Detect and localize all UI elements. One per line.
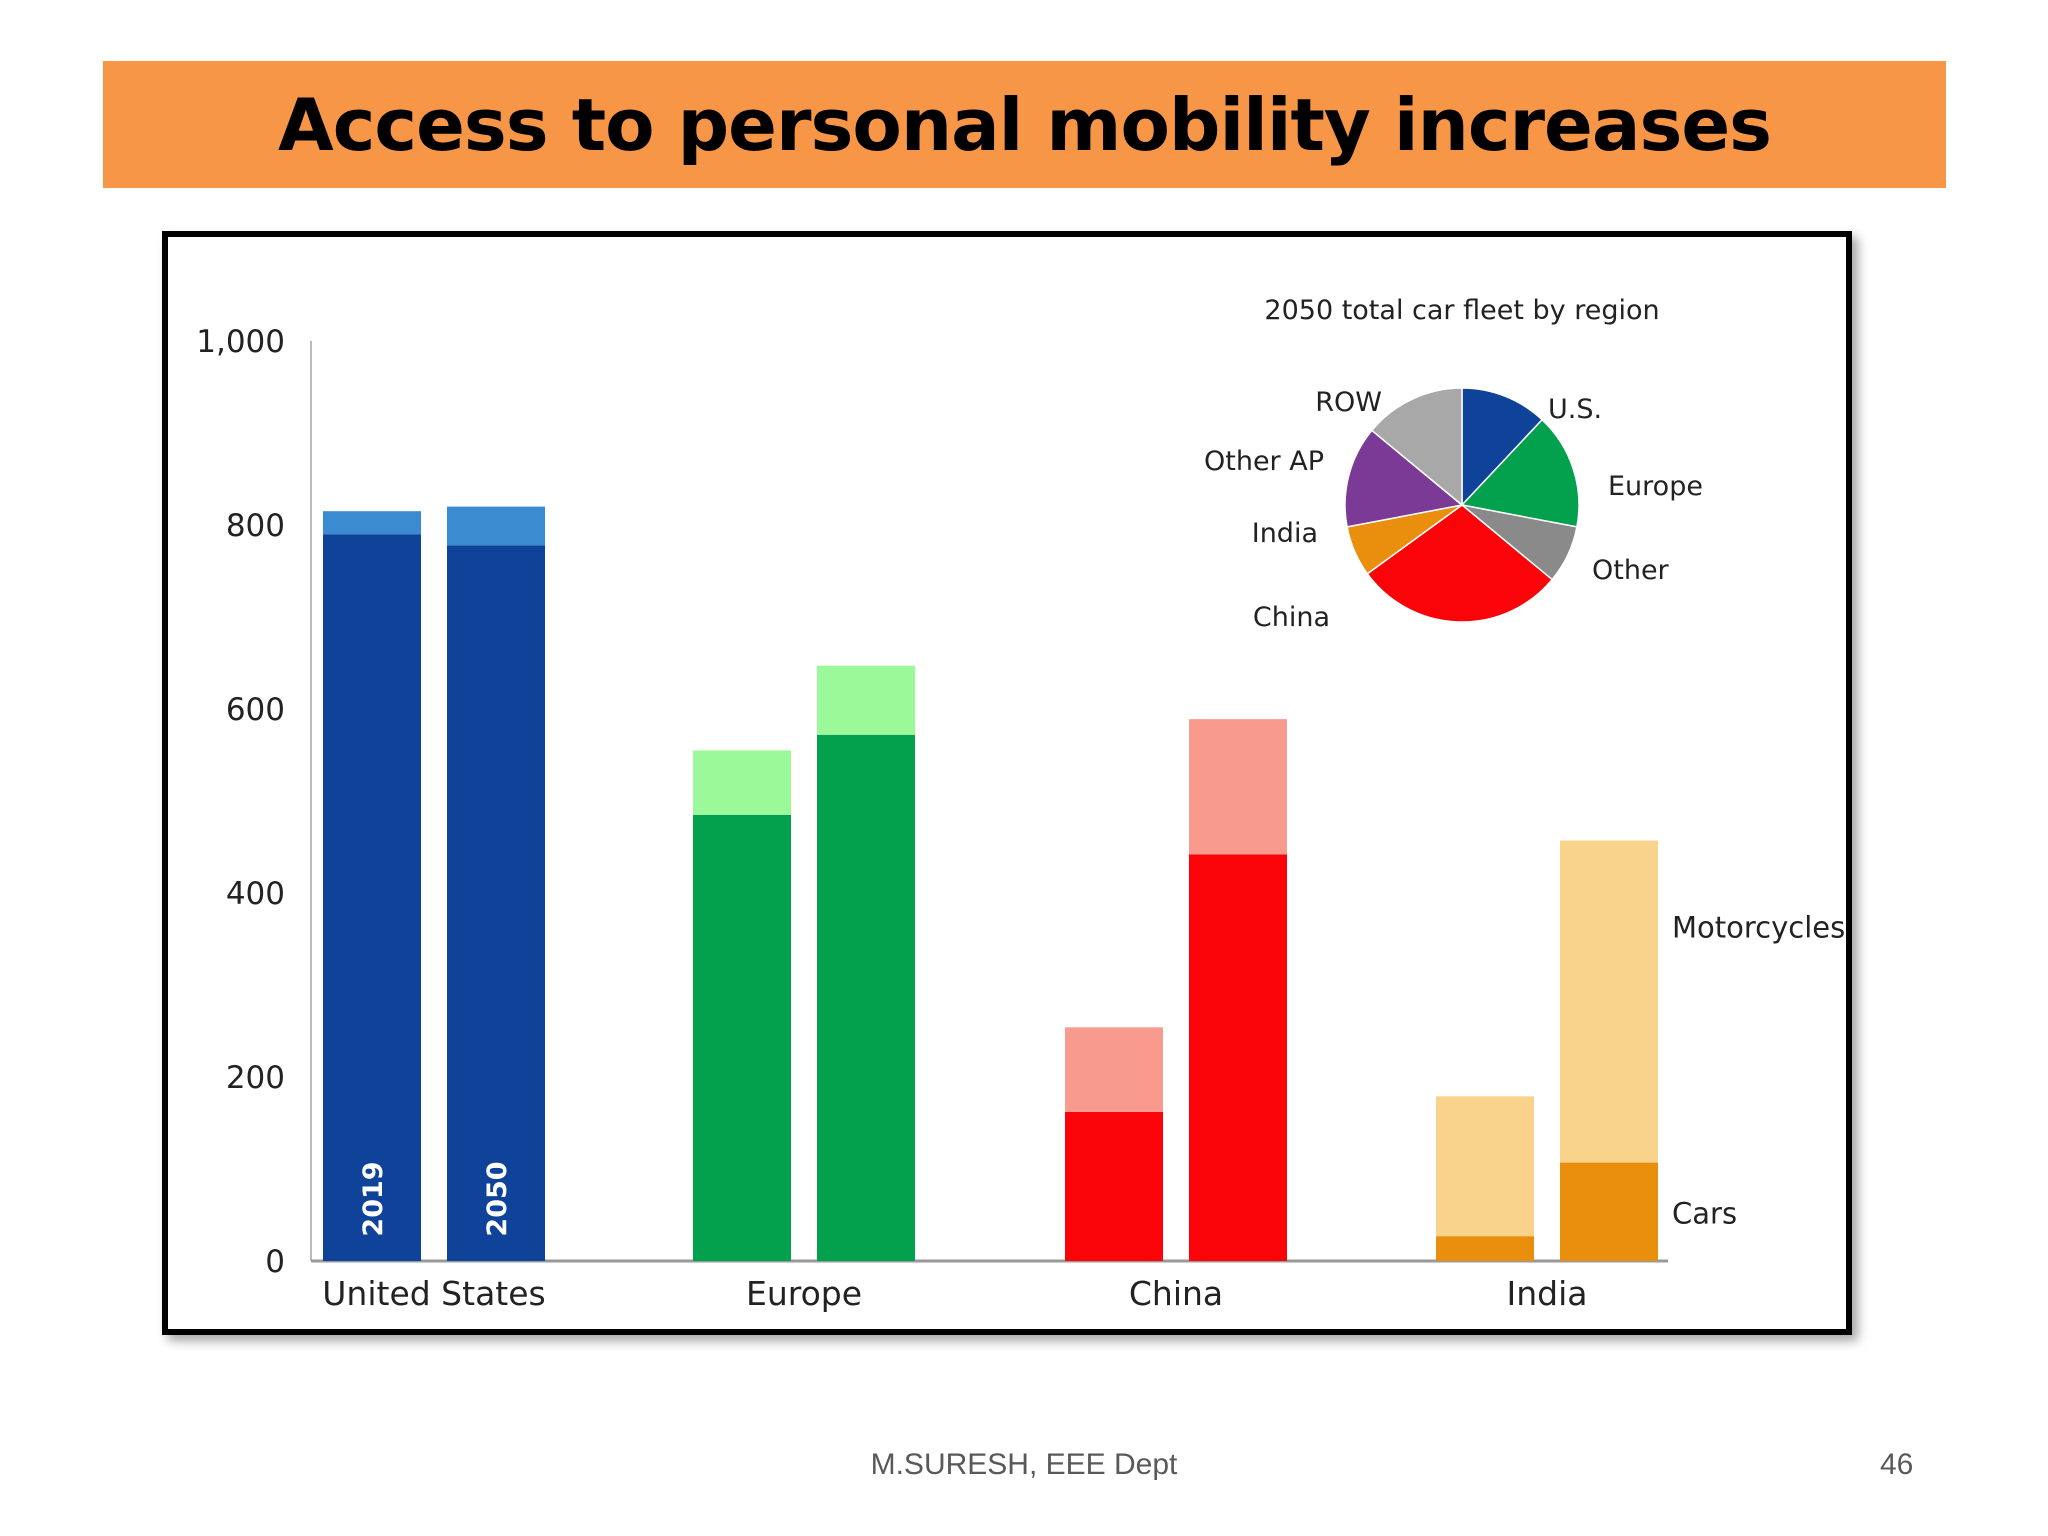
year-label-2050: 2050 — [482, 1161, 513, 1236]
title-banner: Access to personal mobility increases — [103, 61, 1946, 188]
pie-label-other: Other — [1592, 555, 1670, 586]
footer-author: M.SURESH, EEE Dept — [870, 1448, 1178, 1481]
series-label-cars: Cars — [1672, 1197, 1737, 1231]
bar-united-states-2050-motorcycles — [447, 506, 545, 546]
pie-slice-u-s — [1461, 387, 1544, 507]
y-tick-label: 1,000 — [196, 324, 285, 360]
pie-label-other-ap: Other AP — [1204, 446, 1324, 477]
pie-slice-china — [1366, 504, 1554, 623]
bar-europe-2019-cars — [693, 814, 791, 1261]
bar-united-states-2050-cars — [447, 545, 545, 1261]
year-label-2019: 2019 — [358, 1161, 389, 1236]
page-number: 46 — [1880, 1448, 1914, 1481]
category-label-india: India — [1507, 1274, 1588, 1313]
category-label-europe: Europe — [746, 1274, 862, 1313]
bar-europe-2050-motorcycles — [817, 665, 915, 735]
bar-india-2050-cars — [1560, 1162, 1658, 1261]
pie-chart: 2050 total car fleet by region U.S. Europe… — [1204, 295, 1703, 633]
chart-frame: 0 200 400 600 800 1,000 2019 2050 United States E… — [162, 231, 1852, 1335]
category-label-china: China — [1129, 1274, 1223, 1313]
slide-title: Access to personal mobility increases — [278, 82, 1772, 167]
bar-china-2050-motorcycles — [1189, 719, 1287, 855]
series-label-motorcycles: Motorcycles — [1672, 911, 1845, 945]
bar-china-2019-cars — [1065, 1111, 1163, 1261]
y-tick-label: 400 — [226, 876, 285, 912]
pie-slice-europe — [1460, 418, 1580, 528]
bar-india-2050-motorcycles — [1560, 840, 1658, 1163]
pie-label-india: India — [1252, 518, 1318, 549]
bar-europe-2019-motorcycles — [693, 750, 791, 815]
bar-united-states-2019-cars — [323, 534, 421, 1261]
bar-india-2019-motorcycles — [1436, 1096, 1534, 1237]
pie-label-europe: Europe — [1608, 471, 1703, 502]
pie-title: 2050 total car fleet by region — [1264, 295, 1659, 326]
bar-india-2019-cars — [1436, 1236, 1534, 1261]
y-tick-label: 800 — [226, 508, 285, 544]
pie-label-china: China — [1253, 602, 1330, 633]
bar-chart: 0 200 400 600 800 1,000 2019 2050 United States E… — [196, 324, 1845, 1313]
bar-china-2019-motorcycles — [1065, 1027, 1163, 1112]
pie-slice-other-ap — [1344, 429, 1464, 528]
bar-united-states-2019-motorcycles — [323, 511, 421, 535]
bar-china-2050-cars — [1189, 854, 1287, 1261]
category-label-united-states: United States — [322, 1274, 545, 1313]
pie-label-u-s: U.S. — [1548, 394, 1602, 425]
bar-europe-2050-cars — [817, 734, 915, 1261]
pie-slice-row — [1370, 387, 1463, 507]
pie-label-row: ROW — [1315, 387, 1382, 418]
y-tick-label: 200 — [226, 1060, 285, 1096]
y-tick-label: 0 — [265, 1244, 285, 1280]
y-tick-label: 600 — [226, 692, 285, 728]
chart-svg: 0 200 400 600 800 1,000 2019 2050 United States E… — [196, 295, 1845, 1313]
